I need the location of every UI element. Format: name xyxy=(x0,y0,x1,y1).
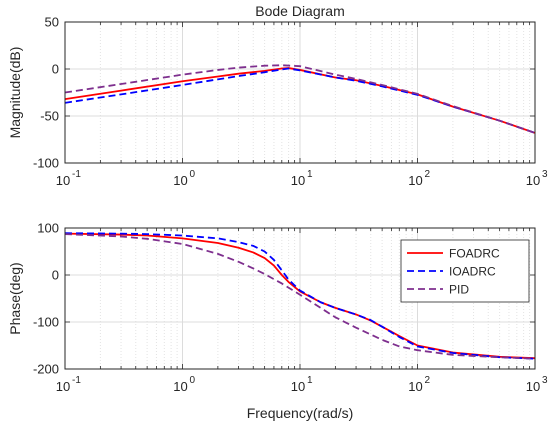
x-tick-label: 10 xyxy=(408,173,422,188)
x-tick-label: 10 xyxy=(291,379,305,394)
x-tick-label: 10 xyxy=(56,173,70,188)
x-tick-exponent: 3 xyxy=(542,375,548,386)
magnitude-ylabel: Magnitude(dB) xyxy=(7,47,23,139)
legend-label-foadrc: FOADRC xyxy=(449,247,500,261)
legend-label-ioadrc: IOADRC xyxy=(449,265,496,279)
y-tick-label: 50 xyxy=(45,15,59,30)
series-line-pid xyxy=(64,64,536,134)
x-tick-exponent: 0 xyxy=(190,375,196,386)
phase-ylabel: Phase(deg) xyxy=(7,262,23,334)
y-tick-label: -100 xyxy=(33,156,59,171)
y-tick-label: 0 xyxy=(52,268,59,283)
x-tick-exponent: 1 xyxy=(307,375,313,386)
magnitude-lines xyxy=(64,64,536,134)
chart-title: Bode Diagram xyxy=(255,3,345,19)
frequency-xlabel: Frequency(rad/s) xyxy=(247,405,354,421)
x-tick-exponent: 2 xyxy=(425,169,431,180)
y-tick-label: 0 xyxy=(52,62,59,77)
phase-lines xyxy=(64,232,536,360)
x-tick-label: 10 xyxy=(173,173,187,188)
x-tick-label: 10 xyxy=(526,379,540,394)
x-tick-exponent: 1 xyxy=(307,169,313,180)
x-tick-exponent: 0 xyxy=(190,169,196,180)
x-tick-exponent: -1 xyxy=(72,169,81,180)
x-tick-label: 10 xyxy=(408,379,422,394)
x-tick-label: 10 xyxy=(173,379,187,394)
x-tick-exponent: 3 xyxy=(542,169,548,180)
x-tick-exponent: -1 xyxy=(72,375,81,386)
y-tick-label: -50 xyxy=(40,109,59,124)
legend-label-pid: PID xyxy=(449,283,469,297)
x-tick-label: 10 xyxy=(56,379,70,394)
series-line-ioadrc xyxy=(64,232,536,360)
magnitude-grid xyxy=(64,21,535,164)
y-tick-label: -100 xyxy=(33,315,59,330)
series-line-pid xyxy=(64,233,536,360)
x-tick-label: 10 xyxy=(526,173,540,188)
y-tick-label: -200 xyxy=(33,362,59,377)
x-tick-label: 10 xyxy=(291,173,305,188)
x-tick-exponent: 2 xyxy=(425,375,431,386)
y-tick-label: 100 xyxy=(37,221,59,236)
legend: FOADRC IOADRC PID xyxy=(400,239,530,303)
